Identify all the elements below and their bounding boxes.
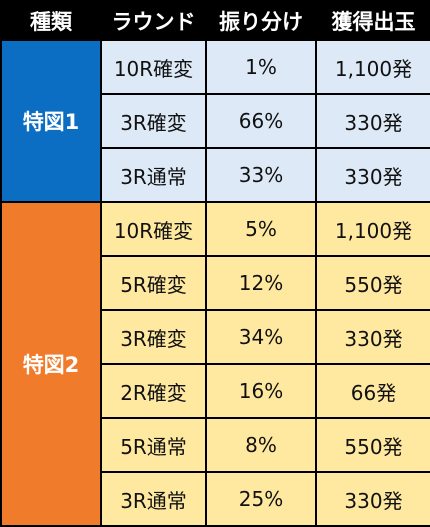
round-cell: 3R確変 [100,309,207,365]
table-body: 特図1 10R確変 1% 1,100発 3R確変 66% 330発 3R通常 3… [0,39,430,527]
header-type: 種類 [0,0,102,41]
table-row: 3R確変 34% 330発 [1,309,430,365]
ratio-cell: 1% [205,39,317,95]
table-row: 特図2 10R確変 5% 1,100発 [0,201,430,527]
round-cell: 10R確変 [100,39,207,95]
round-cell: 3R通常 [100,147,207,203]
ratio-cell: 5% [205,201,317,257]
payout-cell: 330発 [315,93,430,149]
round-cell: 3R通常 [100,471,207,527]
payout-cell: 330発 [315,309,430,365]
round-cell: 3R確変 [100,93,207,149]
ratio-cell: 33% [205,147,317,203]
ratio-cell: 12% [205,255,317,311]
payout-cell: 330発 [315,147,430,203]
round-cell: 5R確変 [100,255,207,311]
ratio-cell: 16% [205,363,317,419]
table-row: 3R確変 66% 330発 [1,93,430,149]
header-round: ラウンド [100,0,207,41]
group-label-tokuzu2: 特図2 [0,201,102,527]
table-row: 3R通常 33% 330発 [1,147,430,203]
header-row: 種類 ラウンド 振り分け 獲得出玉 [0,0,430,41]
payout-cell: 1,100発 [315,39,430,95]
header-ratio: 振り分け [205,0,317,41]
payout-cell: 330発 [315,471,430,527]
table-header: 種類 ラウンド 振り分け 獲得出玉 [0,0,430,41]
ratio-cell: 66% [205,93,317,149]
ratio-cell: 34% [205,309,317,365]
payout-cell: 550発 [315,417,430,473]
ratio-cell: 8% [205,417,317,473]
ratio-cell: 25% [205,471,317,527]
table-row: 5R確変 12% 550発 [1,255,430,311]
header-payout: 獲得出玉 [315,0,430,41]
table-row: 特図1 10R確変 1% 1,100発 [0,39,430,203]
round-cell: 5R通常 [100,417,207,473]
group-label-tokuzu1: 特図1 [0,39,102,203]
payout-cell: 66発 [315,363,430,419]
payout-cell: 1,100発 [315,201,430,257]
payout-cell: 550発 [315,255,430,311]
round-cell: 10R確変 [100,201,207,257]
round-cell: 2R確変 [100,363,207,419]
